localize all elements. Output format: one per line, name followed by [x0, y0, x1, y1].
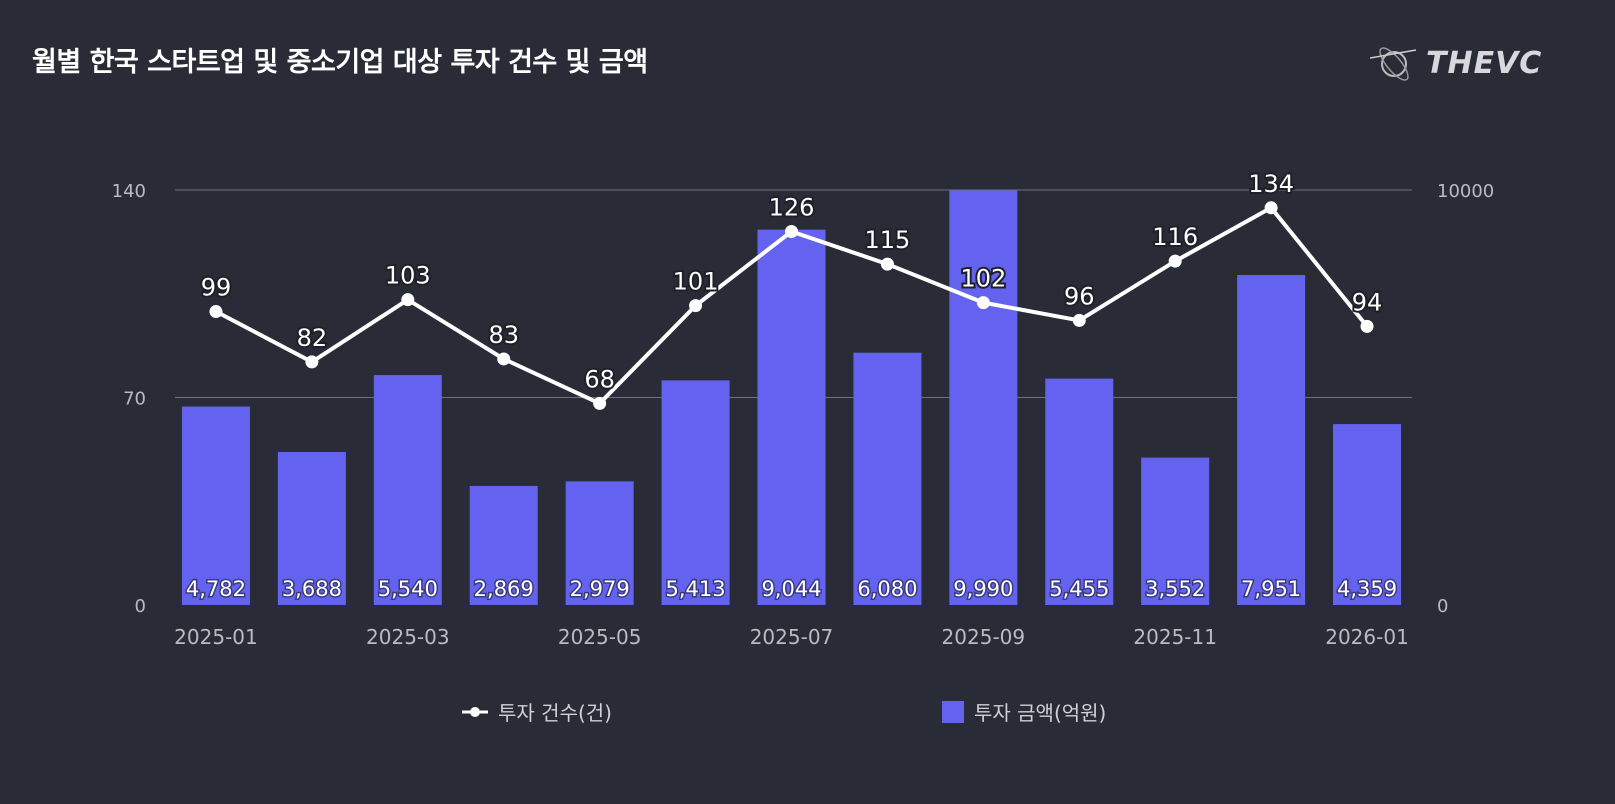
bar-data-label: 9,044	[761, 577, 821, 601]
left-axis-tick: 140	[112, 181, 146, 202]
line-point	[209, 305, 223, 319]
right-axis-tick: 0	[1437, 596, 1448, 617]
bar-data-label: 2,979	[570, 577, 630, 601]
line-data-label: 134	[1248, 170, 1294, 198]
x-axis-tick: 2025-05	[558, 625, 642, 649]
line-data-label: 99	[201, 274, 232, 302]
line-data-label: 103	[385, 262, 431, 290]
line-point	[785, 225, 798, 238]
line-point	[976, 296, 990, 310]
bar-amount	[565, 481, 634, 605]
bar-amount	[661, 380, 730, 605]
left-axis-tick: 70	[123, 389, 146, 410]
bar-amount	[949, 190, 1018, 606]
bar-amount	[1141, 457, 1210, 605]
x-axis-tick: 2025-11	[1133, 625, 1217, 649]
legend-label-count: 투자 건수(건)	[498, 701, 612, 725]
line-data-label: 82	[297, 324, 328, 352]
bar-data-label: 5,413	[666, 577, 726, 601]
line-data-label: 101	[673, 268, 719, 296]
bar-data-label: 5,540	[378, 577, 438, 601]
bar-amount	[853, 352, 922, 605]
bar-data-label: 7,951	[1241, 577, 1301, 601]
bar-swatch-icon	[942, 700, 964, 723]
bar-amount	[373, 375, 442, 605]
bar-amount	[277, 451, 346, 605]
line-point	[1360, 319, 1374, 333]
legend-item-amount[interactable]: 투자 금액(억원)	[942, 697, 1106, 726]
line-point	[497, 352, 511, 366]
x-axis-tick: 2025-07	[750, 625, 834, 649]
bar-data-label: 5,455	[1049, 577, 1109, 601]
x-axis-tick: 2025-03	[366, 625, 450, 649]
bar-data-label: 3,688	[282, 577, 342, 601]
bar-amount	[181, 406, 250, 605]
bar-amount	[1237, 275, 1306, 605]
line-point	[1072, 313, 1086, 327]
bar-data-label: 6,080	[857, 577, 917, 601]
line-point	[401, 293, 415, 307]
legend-item-count[interactable]: 투자 건수(건)	[462, 697, 612, 726]
chart-title: 월별 한국 스타트업 및 중소기업 대상 투자 건수 및 금액	[32, 47, 648, 78]
line-point	[880, 257, 894, 271]
bar-data-label: 9,990	[953, 577, 1013, 601]
line-data-label: 126	[769, 194, 815, 222]
bar-amount	[1333, 424, 1402, 605]
logo-text: THEVC	[1426, 45, 1543, 81]
line-data-label: 83	[488, 321, 519, 349]
line-point	[593, 396, 607, 410]
line-data-label: 116	[1152, 223, 1198, 251]
x-axis-tick: 2026-01	[1325, 625, 1409, 649]
line-data-label: 96	[1064, 282, 1095, 310]
x-axis-tick: 2025-09	[942, 625, 1026, 649]
bar-data-label: 4,359	[1337, 577, 1397, 601]
bar-data-label: 4,782	[186, 577, 246, 601]
left-axis-tick: 0	[135, 596, 146, 617]
x-axis-tick: 2025-01	[174, 625, 258, 649]
bar-amount	[1045, 378, 1114, 605]
line-point	[305, 355, 319, 369]
line-point	[1168, 254, 1182, 268]
line-point	[689, 299, 703, 313]
line-data-label: 115	[865, 226, 911, 254]
line-data-label: 102	[960, 265, 1006, 293]
orbit-logo-icon	[1370, 47, 1417, 81]
bar-data-label: 3,552	[1145, 577, 1205, 601]
bar-data-label: 2,869	[474, 577, 534, 601]
bar-amount	[757, 229, 826, 605]
line-data-label: 68	[584, 365, 615, 393]
line-point	[1264, 201, 1278, 215]
thevc-logo: THEVC	[1370, 38, 1542, 88]
right-axis-tick: 10000	[1437, 181, 1494, 202]
line-data-label: 94	[1352, 288, 1383, 316]
bar-amount	[469, 485, 538, 605]
line-marker-icon	[462, 706, 488, 717]
legend-label-amount: 투자 금액(억원)	[974, 701, 1107, 725]
